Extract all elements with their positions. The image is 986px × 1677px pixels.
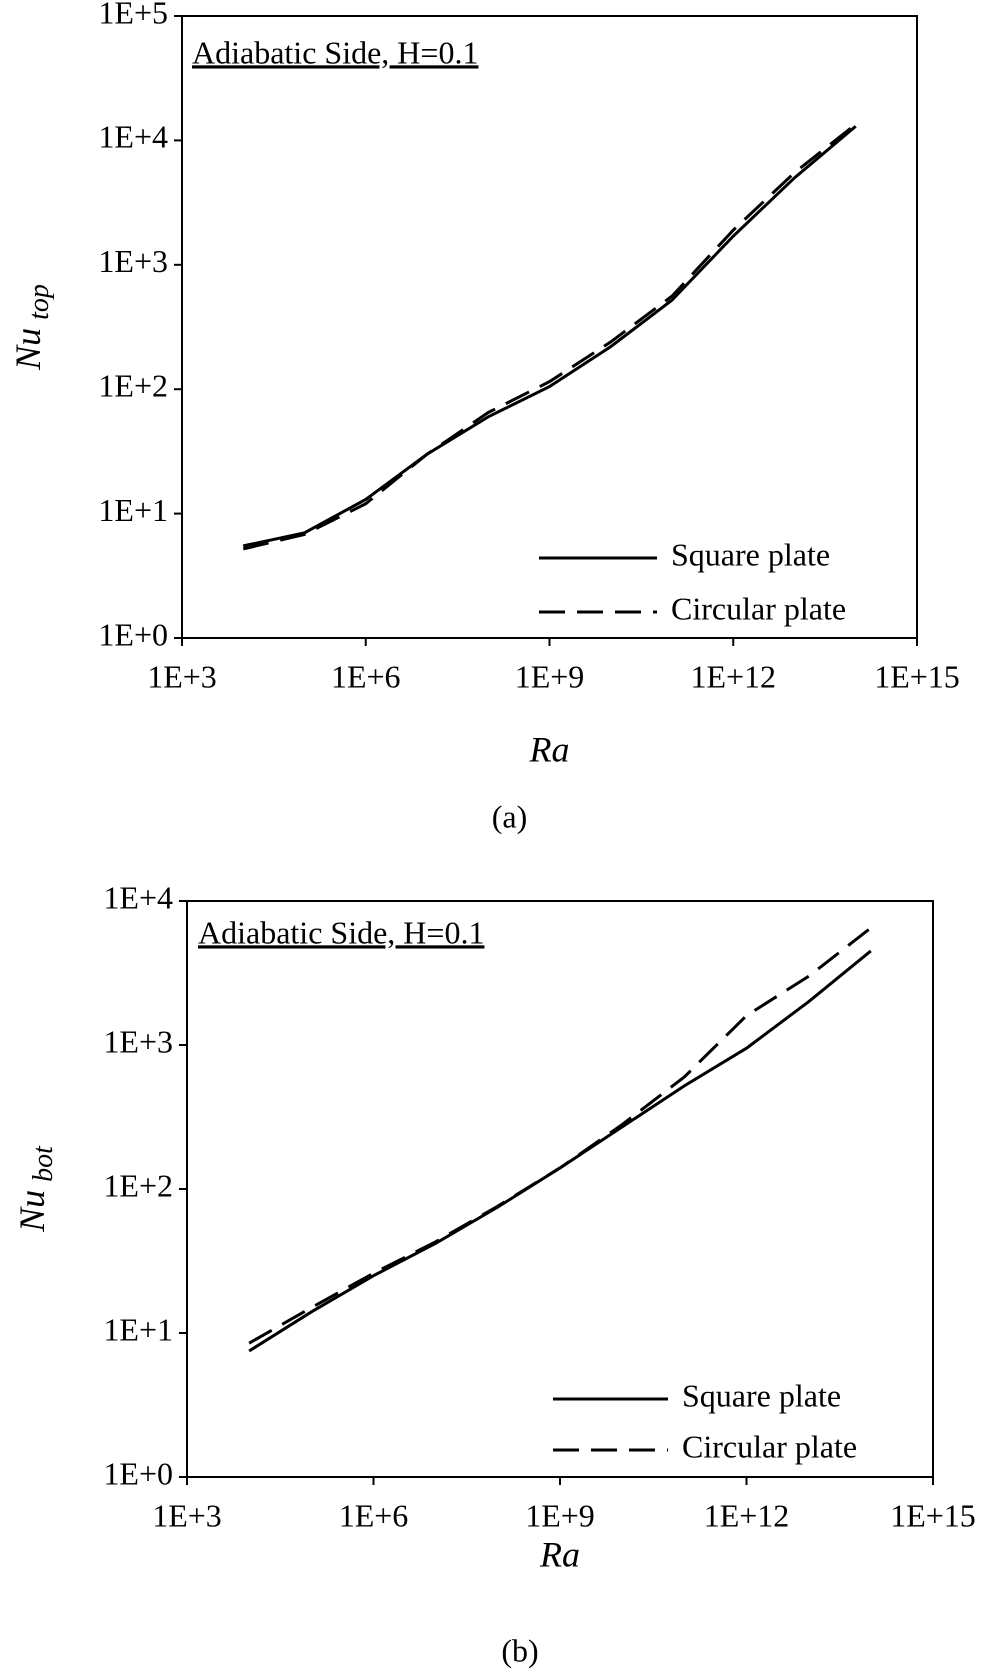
x-tick-label: 1E+3 — [152, 1497, 222, 1533]
legend-label: Square plate — [671, 536, 830, 572]
y-tick-label: 1E+3 — [98, 243, 168, 279]
series-line — [242, 123, 857, 551]
x-tick-label: 1E+6 — [331, 658, 401, 694]
x-tick-label: 1E+15 — [874, 658, 960, 694]
x-tick-label: 1E+15 — [890, 1497, 976, 1533]
caption: (a) — [492, 798, 528, 834]
series-line — [248, 926, 872, 1345]
series-line — [248, 949, 872, 1353]
y-tick-label: 1E+3 — [103, 1023, 173, 1059]
series-line — [242, 125, 857, 548]
x-axis-label: Ra — [539, 1534, 580, 1574]
caption: (b) — [501, 1632, 538, 1668]
y-axis-label-main: Nu — [12, 1190, 52, 1233]
x-tick-label: 1E+12 — [704, 1497, 790, 1533]
y-tick-label: 1E+5 — [98, 0, 168, 30]
x-tick-label: 1E+3 — [147, 658, 217, 694]
y-tick-label: 1E+0 — [98, 616, 168, 652]
x-tick-label: 1E+6 — [339, 1497, 409, 1533]
legend-label: Square plate — [682, 1377, 841, 1413]
x-tick-label: 1E+9 — [525, 1497, 595, 1533]
y-tick-label: 1E+4 — [103, 879, 173, 915]
legend-label: Circular plate — [682, 1428, 857, 1464]
y-tick-label: 1E+2 — [98, 368, 168, 404]
legend-label: Circular plate — [671, 590, 846, 626]
annotation: Adiabatic Side, H=0.1 — [192, 34, 478, 70]
y-tick-label: 1E+1 — [103, 1311, 173, 1347]
y-axis-label: Nu top — [8, 284, 55, 371]
x-axis-label: Ra — [529, 729, 570, 769]
y-tick-label: 1E+2 — [103, 1167, 173, 1203]
y-axis-label-sub: bot — [28, 1145, 59, 1182]
x-tick-label: 1E+9 — [515, 658, 585, 694]
y-tick-label: 1E+1 — [98, 492, 168, 528]
y-axis-label-sub: top — [24, 284, 55, 320]
y-tick-label: 1E+0 — [103, 1455, 173, 1491]
y-axis-label: Nu bot — [12, 1145, 59, 1233]
y-tick-label: 1E+4 — [98, 119, 168, 155]
annotation: Adiabatic Side, H=0.1 — [198, 914, 484, 950]
x-tick-label: 1E+12 — [690, 658, 776, 694]
y-axis-label-main: Nu — [8, 328, 48, 371]
